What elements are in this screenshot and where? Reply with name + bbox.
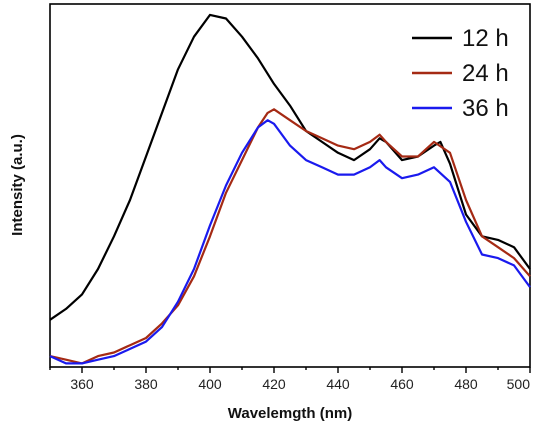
series-layer [49,13,531,365]
series-line-36h [49,119,531,365]
legend-label-24h: 24 h [462,60,509,87]
legend: 12 h 24 h 36 h [412,25,509,122]
legend-label-36h: 36 h [462,95,509,122]
legend-label-12h: 12 h [462,25,509,52]
plot-frame [49,3,531,368]
series-line-12h [49,13,531,321]
x-tick-label: 360 [70,376,94,392]
x-tick-label: 380 [134,376,158,392]
x-tick-label: 500 [507,376,531,392]
x-tick-label: 480 [454,376,478,392]
x-ticks: 360 380 400 420 440 460 480 500 [49,367,531,392]
x-axis-title: Wavelemgth (nm) [228,405,352,422]
y-axis-title: Intensity (a.u.) [9,134,26,236]
x-tick-label: 440 [326,376,350,392]
series-line-24h [49,108,531,365]
x-tick-label: 420 [262,376,286,392]
x-tick-label: 460 [390,376,414,392]
x-tick-label: 400 [198,376,222,392]
